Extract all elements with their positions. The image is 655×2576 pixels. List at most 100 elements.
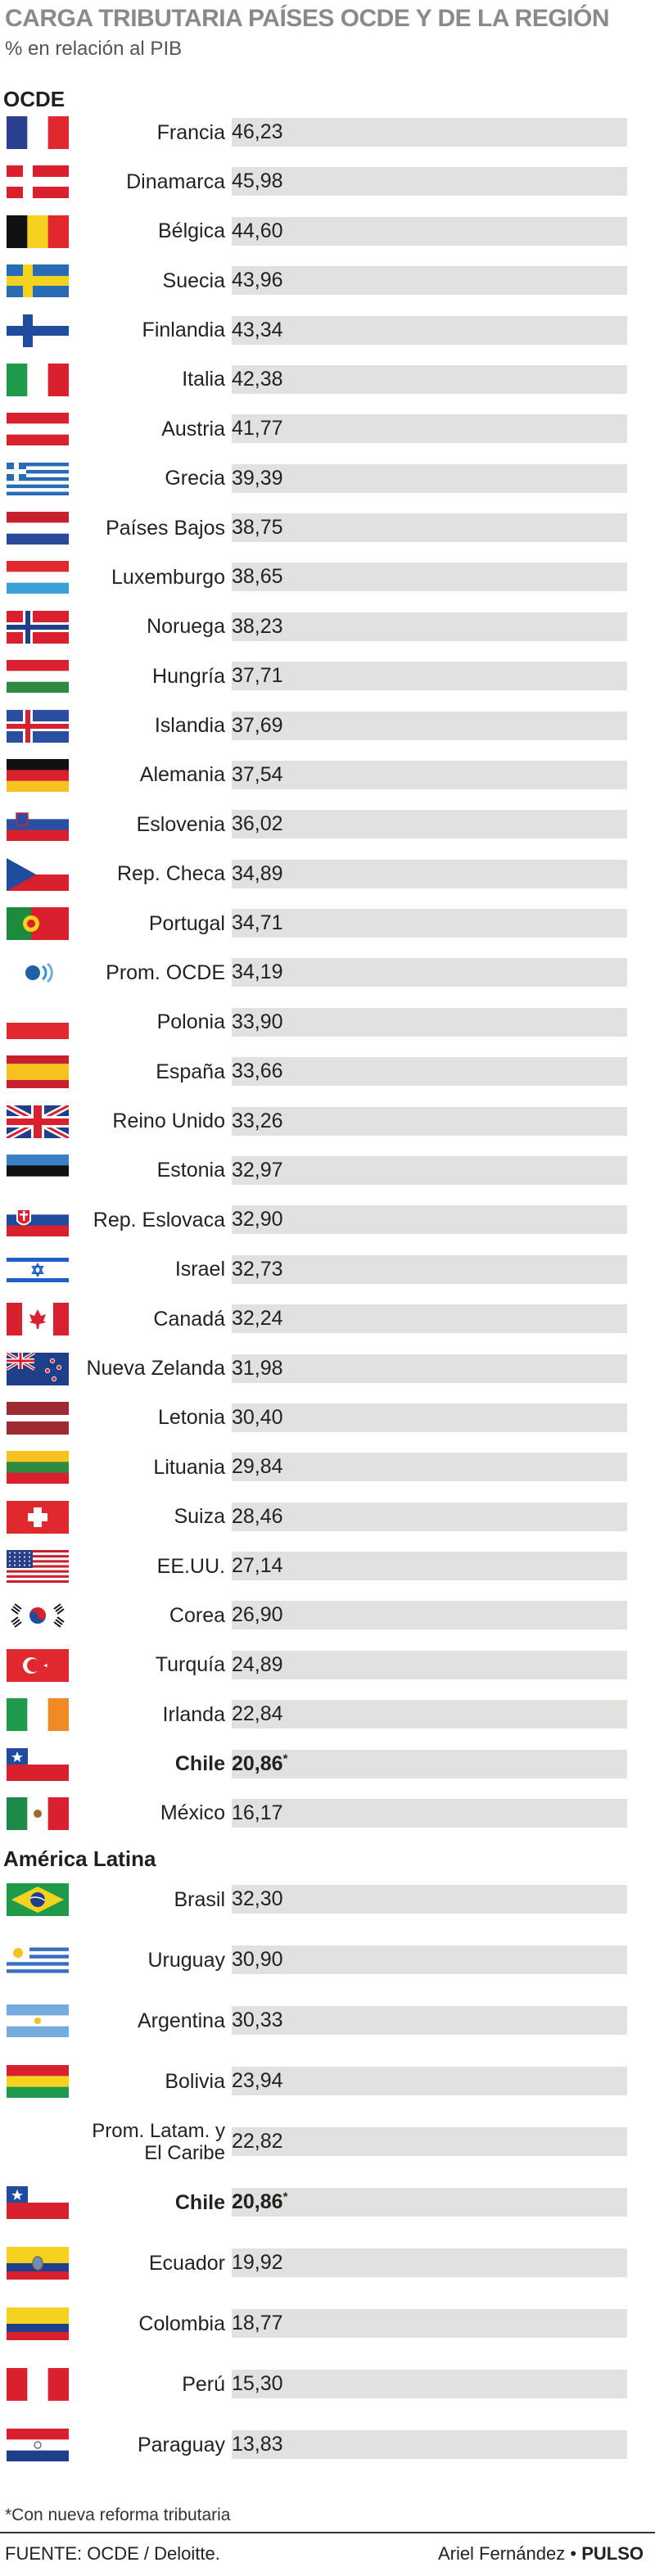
chile-flag-icon — [7, 2186, 69, 2219]
bar-row: Estonia 32,97 — [0, 1151, 655, 1191]
value-label: 37,69 — [232, 713, 283, 737]
bar-track: 27,14 — [232, 1552, 627, 1581]
bar-row: Noruega 38,23 — [0, 608, 655, 647]
uk-flag-icon — [7, 1105, 69, 1138]
value-label: 16,17 — [232, 1801, 283, 1824]
estonia-flag-icon — [7, 1154, 69, 1187]
brand-name: PULSO — [581, 2543, 644, 2564]
bar-track: 38,65 — [232, 563, 627, 592]
category-label: Portugal — [148, 911, 225, 935]
bar-row: México 16,17 — [0, 1794, 655, 1833]
finland-flag-icon — [7, 314, 69, 347]
category-label: Prom. OCDE — [106, 960, 225, 984]
value-label: 33,90 — [232, 1010, 283, 1033]
iceland-flag-icon — [7, 709, 69, 743]
bar-track: 33,26 — [232, 1106, 627, 1136]
ireland-flag-icon — [7, 1698, 69, 1732]
bar-track: 32,97 — [232, 1155, 627, 1185]
value-label: 38,65 — [232, 565, 283, 589]
bar-track: 37,71 — [232, 662, 627, 691]
category-label: Hungría — [152, 664, 225, 688]
category-label: Estonia — [156, 1159, 225, 1182]
bar-row: Reino Unido 33,26 — [0, 1102, 655, 1141]
hungary-flag-icon — [7, 660, 69, 694]
category-label: Irlanda — [162, 1702, 225, 1726]
value-label: 30,90 — [232, 1948, 283, 1971]
category-label: Polonia — [156, 1010, 225, 1034]
bar-row: Perú 15,30 — [0, 2365, 655, 2404]
category-label: Letonia — [157, 1406, 225, 1430]
bar-row: Prom. OCDE 34,19 — [0, 953, 655, 992]
bolivia-flag-icon — [7, 2065, 69, 2098]
value-label: 13,83 — [232, 2433, 283, 2456]
category-label: Uruguay — [147, 1948, 226, 1972]
bar-track: 23,94 — [232, 2067, 627, 2095]
credit-separator: • — [570, 2543, 577, 2564]
value-label: 46,23 — [232, 120, 283, 143]
peru-flag-icon — [7, 2368, 69, 2401]
value-label: 30,33 — [232, 2009, 283, 2031]
bar-track: 18,77 — [232, 2309, 627, 2338]
bar-row: España 33,66 — [0, 1052, 655, 1091]
sweden-flag-icon — [7, 264, 69, 298]
value-label: 29,84 — [232, 1455, 283, 1479]
poland-flag-icon — [7, 1006, 69, 1039]
bar-row: Bolivia 23,94 — [0, 2062, 655, 2101]
denmark-flag-icon — [7, 165, 69, 199]
value-label: 32,30 — [232, 1887, 283, 1910]
value-label: 28,46 — [232, 1504, 283, 1528]
value-label: 32,73 — [232, 1257, 283, 1281]
norway-flag-icon — [7, 610, 69, 644]
category-label: Islandia — [154, 714, 225, 738]
bar-row: Grecia 39,39 — [0, 459, 655, 499]
category-label: Finlandia — [142, 319, 225, 342]
bar-track: 38,75 — [232, 513, 627, 543]
bar-track: 32,30 — [232, 1885, 627, 1914]
value-label: 32,97 — [232, 1158, 283, 1182]
value-label: 18,77 — [232, 2312, 283, 2334]
value-label: 43,96 — [232, 269, 283, 292]
bar-row: Islandia 37,69 — [0, 707, 655, 746]
usa-flag-icon — [7, 1550, 69, 1584]
israel-flag-icon — [7, 1253, 69, 1286]
value-label: 37,54 — [232, 762, 283, 786]
mexico-flag-icon — [7, 1796, 69, 1830]
paraguay-flag-icon — [7, 2429, 69, 2461]
value-label: 19,92 — [232, 2251, 283, 2274]
value-label: 34,89 — [232, 861, 283, 885]
section-label: América Latina — [3, 1846, 156, 1871]
bar-row: Italia 42,38 — [0, 360, 655, 400]
value-label: 26,90 — [232, 1603, 283, 1627]
value-label: 15,30 — [232, 2372, 283, 2395]
uruguay-flag-icon — [7, 1944, 69, 1977]
bar-track: 19,92 — [232, 2248, 627, 2277]
value-label: 34,19 — [232, 960, 283, 984]
bar-track: 32,73 — [232, 1254, 627, 1284]
section-label: OCDE — [3, 87, 66, 111]
france-flag-icon — [7, 116, 69, 149]
value-label: 32,90 — [232, 1208, 283, 1232]
bar-track: 37,54 — [232, 760, 627, 789]
bar-track: 41,77 — [232, 414, 627, 444]
bar-row: Portugal 34,71 — [0, 904, 655, 943]
footnote: *Con nueva reforma tributaria — [5, 2506, 231, 2524]
category-label: Canadá — [153, 1307, 225, 1331]
value-label: 22,84 — [232, 1702, 283, 1726]
brazil-flag-icon — [7, 1883, 69, 1916]
value-label: 38,75 — [232, 516, 283, 540]
value-label: 36,02 — [232, 812, 283, 836]
category-label: Ecuador — [148, 2251, 225, 2275]
category-label: Bélgica — [158, 219, 225, 243]
chile-flag-icon — [7, 1747, 69, 1781]
bar-row: Turquía 24,89 — [0, 1646, 655, 1685]
category-label: Austria — [161, 417, 225, 441]
category-label: Chile — [174, 1752, 225, 1776]
category-label: México — [160, 1801, 225, 1825]
value-label: 23,94 — [232, 2069, 283, 2092]
category-label: Perú — [182, 2372, 225, 2396]
footer-rule — [0, 2532, 655, 2533]
italy-flag-icon — [7, 363, 69, 396]
bar-row: Prom. Latam. y El Caribe 22,82 — [0, 2120, 655, 2164]
bar-track: 44,60 — [232, 216, 627, 246]
latvia-flag-icon — [7, 1401, 69, 1435]
